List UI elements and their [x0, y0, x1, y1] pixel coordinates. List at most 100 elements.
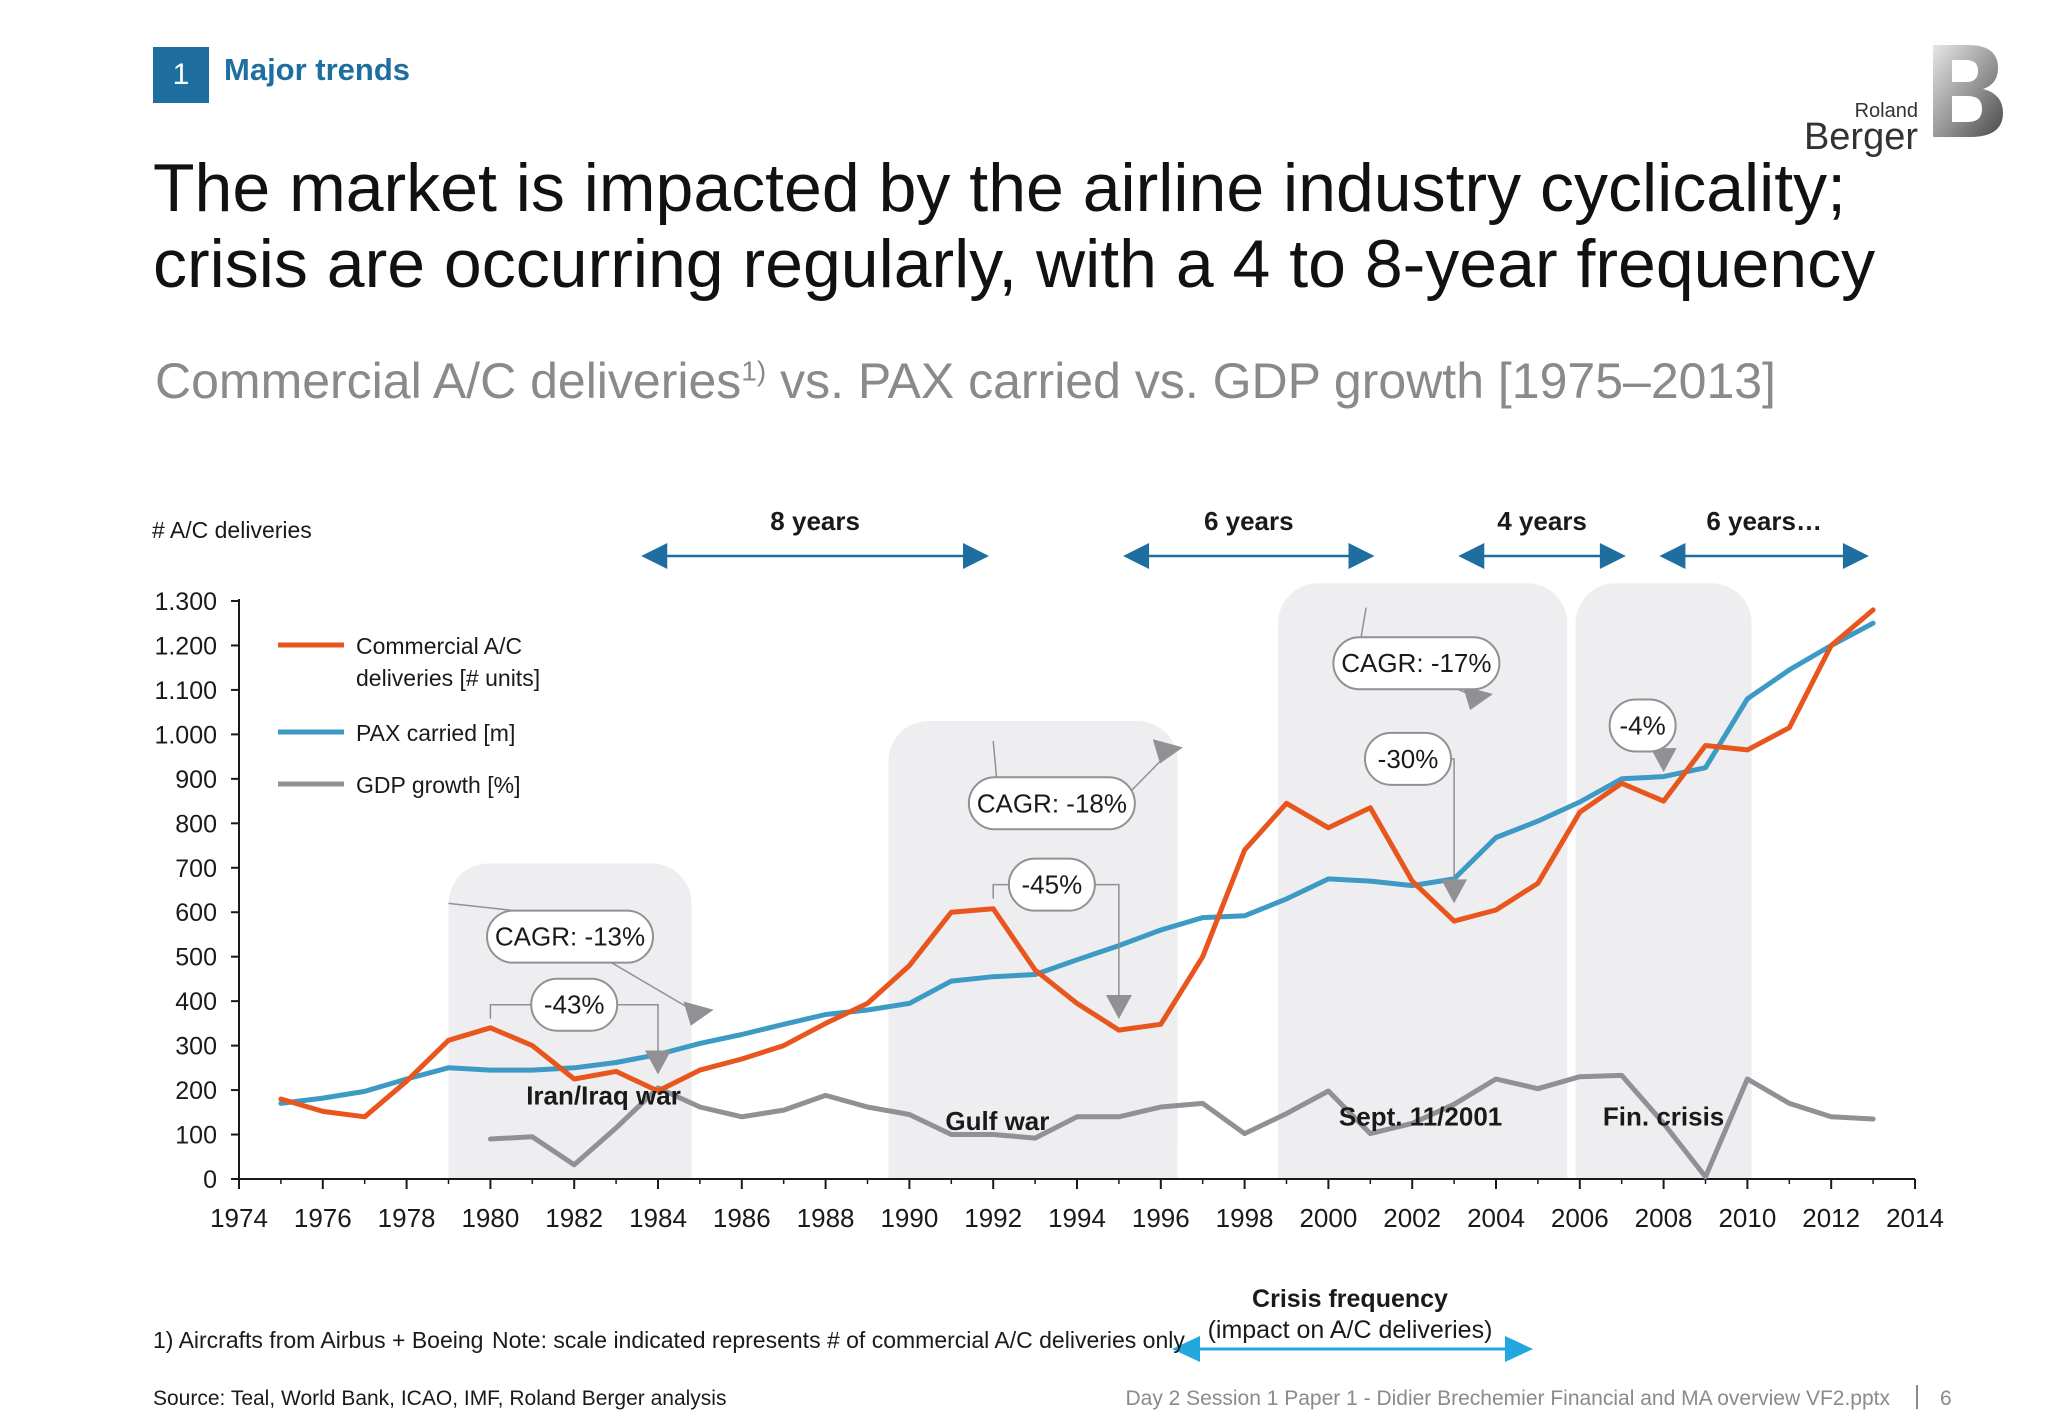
- y-tick-label: 900: [175, 766, 217, 794]
- annotation-bracket: [1451, 758, 1455, 884]
- y-tick-label: 700: [175, 855, 217, 883]
- y-tick-label: 300: [175, 1033, 217, 1061]
- annotation-arrowhead: [1105, 994, 1132, 1019]
- x-tick-label: 2002: [1383, 1203, 1441, 1233]
- logo-b-icon: [1933, 45, 2003, 137]
- annotation-text: -43%: [544, 990, 605, 1020]
- annotation-leader: [992, 740, 998, 778]
- frequency-arrowhead-right: [963, 543, 990, 569]
- y-tick-label: 500: [175, 944, 217, 972]
- legend-label: Commercial A/C: [356, 633, 522, 659]
- x-tick-label: 1986: [713, 1203, 771, 1233]
- subtitle-rest: vs. PAX carried vs. GDP growth [1975–201…: [766, 353, 1776, 409]
- x-tick-label: 2004: [1467, 1203, 1525, 1233]
- frequency-arrowhead-right: [1599, 543, 1626, 569]
- frequency-arrowhead-right: [1842, 543, 1869, 569]
- frequency-label: 6 years…: [1706, 506, 1822, 536]
- annotation-bracket: [617, 1003, 659, 1055]
- document-name: Day 2 Session 1 Paper 1 - Didier Brechem…: [1125, 1387, 1890, 1410]
- x-tick-label: 2012: [1802, 1203, 1860, 1233]
- annotation-text: -30%: [1378, 744, 1439, 774]
- x-tick-label: 1976: [294, 1203, 352, 1233]
- y-tick-label: 1.300: [154, 588, 217, 616]
- annotation-bubble: [486, 909, 655, 964]
- section-label: Major trends: [224, 52, 411, 87]
- annotation-text: CAGR: -18%: [977, 788, 1127, 818]
- logo-text-big: Berger: [1803, 116, 1918, 158]
- crisis-band-label: Fin. crisis: [1603, 1102, 1724, 1132]
- annotation-arrowhead: [1462, 685, 1494, 711]
- frequency-label: 4 years: [1497, 506, 1587, 536]
- annotation-bubble: [1332, 636, 1501, 691]
- x-tick-label: 1984: [629, 1203, 687, 1233]
- annotation-text: -45%: [1022, 870, 1083, 900]
- annotation-text: -4%: [1620, 710, 1666, 740]
- crisis-frequency-title: Crisis frequency: [1252, 1285, 1448, 1313]
- y-axis-label: # A/C deliveries: [152, 517, 312, 543]
- annotation-bubble: [530, 977, 619, 1032]
- annotation-bracket: [992, 883, 1009, 899]
- annotation-bracket: [1094, 883, 1120, 999]
- subtitle-footnote-ref: 1): [741, 355, 767, 387]
- section-number-badge: 1: [153, 47, 209, 103]
- slide-title: The market is impacted by the airline in…: [153, 150, 1876, 302]
- annotation-text: CAGR: -17%: [1341, 648, 1491, 678]
- x-tick-label: 1980: [461, 1203, 519, 1233]
- frequency-arrowhead-left: [1659, 543, 1686, 569]
- frequency-arrowhead-left: [1458, 543, 1485, 569]
- y-tick-label: 400: [175, 988, 217, 1016]
- crisis-band-label: Iran/Iraq war: [526, 1080, 681, 1110]
- y-tick-label: 1.000: [154, 721, 217, 749]
- page-separator: [1916, 1385, 1918, 1409]
- frequency-label: 6 years: [1204, 506, 1294, 536]
- source-line: Source: Teal, World Bank, ICAO, IMF, Rol…: [153, 1387, 727, 1410]
- x-tick-label: 2010: [1718, 1203, 1776, 1233]
- x-tick-label: 1988: [797, 1203, 855, 1233]
- y-tick-label: 600: [175, 899, 217, 927]
- annotation-bubble: [1364, 731, 1453, 786]
- x-tick-label: 1990: [880, 1203, 938, 1233]
- x-tick-label: 2006: [1551, 1203, 1609, 1233]
- annotation-text: CAGR: -13%: [495, 922, 645, 952]
- subtitle-main: Commercial A/C deliveries: [155, 353, 742, 409]
- annotation-bracket: [489, 1003, 532, 1019]
- legend-label: deliveries [# units]: [356, 665, 540, 691]
- legend-label: GDP growth [%]: [356, 772, 520, 798]
- annotation-bubble: [1608, 698, 1677, 753]
- crisis-band-label: Gulf war: [945, 1106, 1049, 1136]
- crisis-frequency-legend-arrow-right: [1505, 1336, 1533, 1362]
- x-tick-label: 1982: [545, 1203, 603, 1233]
- y-tick-label: 100: [175, 1122, 217, 1150]
- y-tick-label: 1.200: [154, 632, 217, 660]
- crisis-band-label: Sept. 11/2001: [1339, 1102, 1502, 1132]
- x-tick-label: 2000: [1299, 1203, 1357, 1233]
- annotation-arrowhead: [1441, 879, 1468, 904]
- scale-note: Note: scale indicated represents # of co…: [492, 1327, 1185, 1353]
- series-line-2: [487, 1072, 1876, 1180]
- x-tick-label: 1998: [1216, 1203, 1274, 1233]
- annotation-bubble: [967, 776, 1136, 831]
- x-tick-label: 1974: [210, 1203, 268, 1233]
- annotation-leader: [1360, 607, 1367, 638]
- annotation-bubble: [1007, 857, 1096, 912]
- chart-subtitle: Commercial A/C deliveries1) vs. PAX carr…: [155, 352, 1776, 410]
- x-tick-label: 2014: [1886, 1203, 1944, 1233]
- annotation-leader: [448, 902, 515, 912]
- series-line-0: [278, 607, 1876, 1120]
- y-tick-label: 1.100: [154, 677, 217, 705]
- y-tick-label: 0: [203, 1166, 217, 1194]
- crisis-frequency-subtitle: (impact on A/C deliveries): [1207, 1316, 1493, 1344]
- logo-text-small: Roland: [1854, 100, 1918, 122]
- annotation-arrowhead: [1152, 739, 1183, 764]
- roland-berger-logo: Roland Berger: [1800, 40, 2010, 158]
- annotation-arrowhead: [645, 1050, 671, 1075]
- frequency-label: 8 years: [770, 506, 860, 536]
- y-tick-label: 200: [175, 1077, 217, 1105]
- x-tick-label: 1992: [964, 1203, 1022, 1233]
- y-tick-label: 800: [175, 810, 217, 838]
- series-line-1: [278, 620, 1876, 1106]
- x-tick-label: 1996: [1132, 1203, 1190, 1233]
- legend-label: PAX carried [m]: [356, 720, 515, 746]
- x-tick-label: 2008: [1635, 1203, 1693, 1233]
